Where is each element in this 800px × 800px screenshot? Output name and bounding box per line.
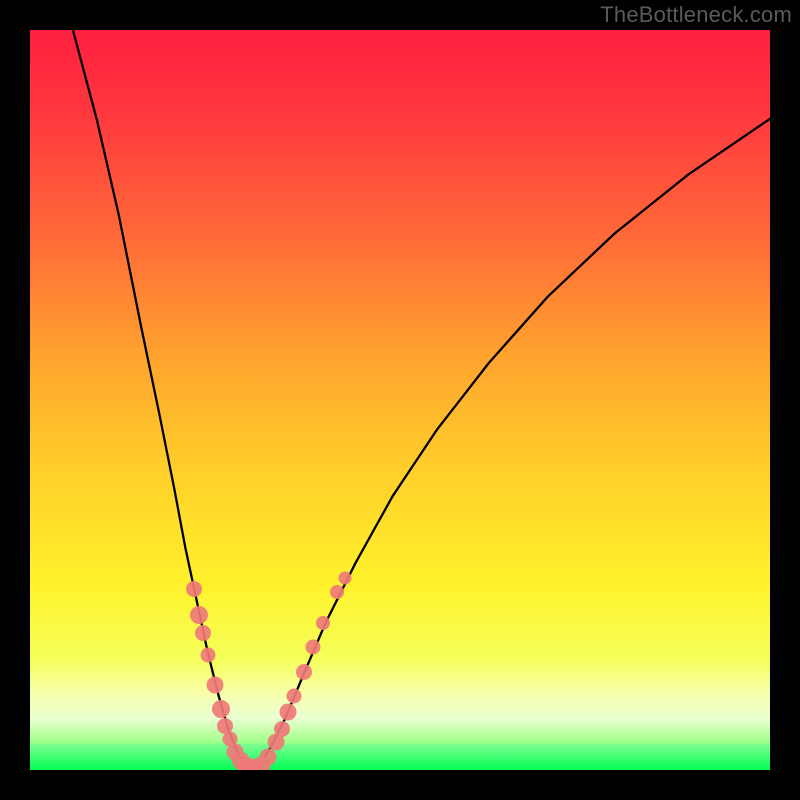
- data-marker: [201, 648, 216, 663]
- data-marker: [195, 625, 211, 641]
- data-marker: [330, 585, 344, 599]
- data-marker: [260, 748, 277, 765]
- data-marker: [296, 664, 312, 680]
- data-marker: [316, 616, 330, 630]
- data-marker: [287, 689, 302, 704]
- watermark-text: TheBottleneck.com: [600, 2, 792, 28]
- data-marker: [280, 704, 297, 721]
- data-marker: [338, 571, 351, 584]
- data-marker: [186, 581, 202, 597]
- curve-left-branch: [73, 30, 252, 769]
- curve-right-branch: [252, 119, 770, 769]
- data-marker: [274, 721, 290, 737]
- chart-frame: TheBottleneck.com: [0, 0, 800, 800]
- data-marker: [306, 640, 321, 655]
- plot-area: [30, 30, 770, 770]
- curve-layer: [30, 30, 770, 770]
- data-marker: [190, 606, 208, 624]
- data-marker: [212, 700, 230, 718]
- data-marker: [207, 676, 224, 693]
